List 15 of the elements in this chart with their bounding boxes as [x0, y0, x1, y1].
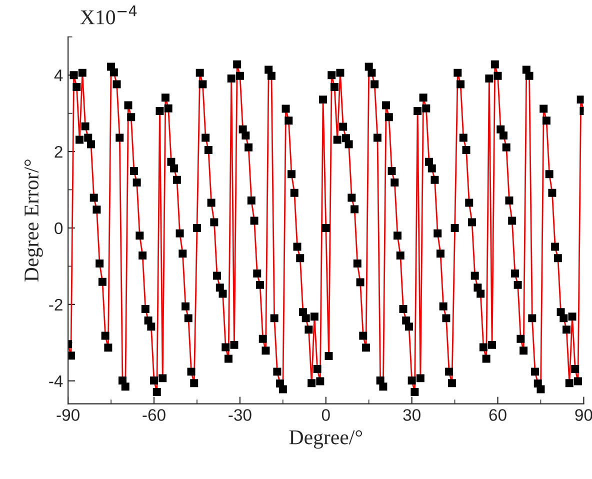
x-tick-label: -60	[142, 409, 166, 421]
y-tick-label: -2	[49, 298, 62, 310]
y-tick-label: -4	[49, 375, 63, 387]
y-tick-label: 2	[54, 146, 62, 158]
x-tick-label: 30	[403, 409, 420, 421]
x-tick-label: 0	[322, 409, 330, 421]
y-tick-label: 0	[54, 222, 63, 234]
x-axis-title: Degree/°	[289, 430, 362, 449]
x-tick-label: 60	[489, 409, 506, 421]
x-tick-label: -90	[56, 409, 80, 421]
x-tick-label: -30	[228, 409, 252, 421]
x-tick-label: 90	[575, 409, 592, 421]
y-axis-title: Degree Error/°	[24, 160, 43, 282]
text: X10$^{−4}$	[80, 6, 137, 24]
y-tick-label: 4	[54, 70, 63, 82]
